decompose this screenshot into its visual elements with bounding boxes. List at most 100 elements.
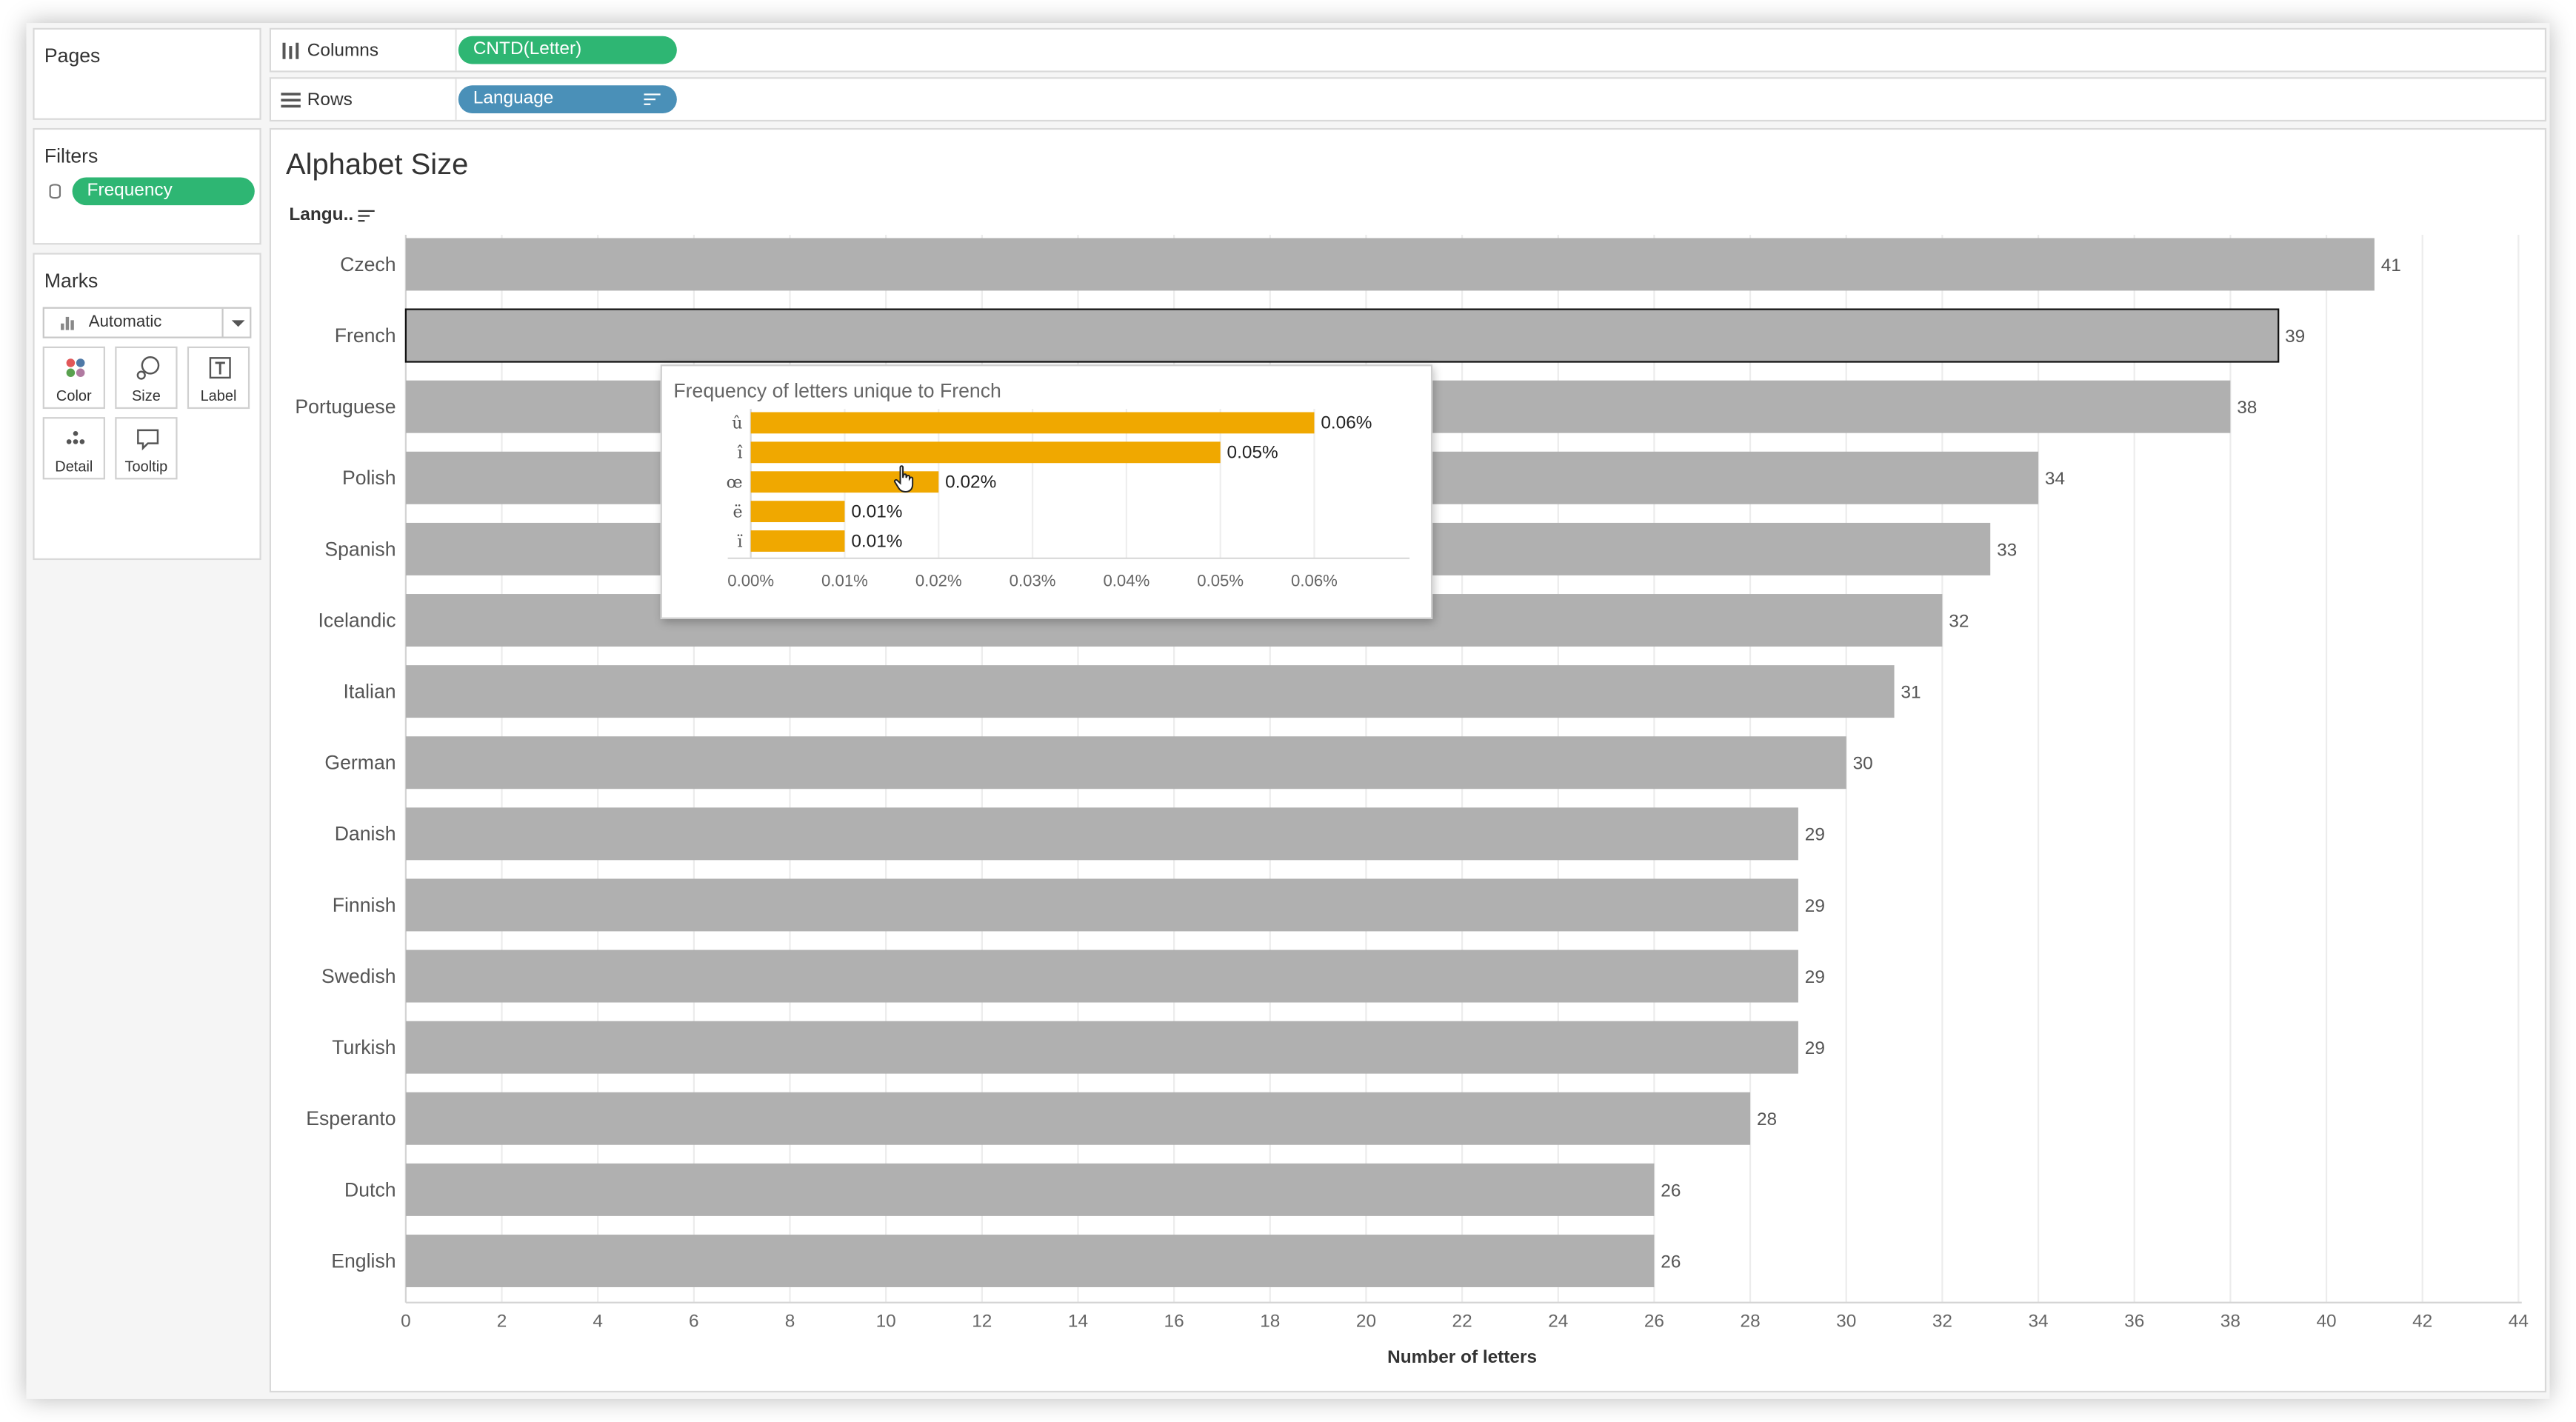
bar[interactable]	[405, 807, 1798, 861]
x-tick-label: 2	[497, 1311, 507, 1331]
category-label[interactable]: Spanish	[324, 538, 396, 560]
x-tick-label: 30	[1836, 1311, 1856, 1331]
language-pill-label: Language	[473, 88, 554, 109]
tooltip-x-tick: 0.03%	[1010, 572, 1056, 590]
x-tick-label: 0	[401, 1311, 411, 1331]
value-label: 30	[1853, 754, 1873, 774]
rows-shelf[interactable]: Rows Language	[269, 77, 2547, 122]
x-tick-label: 4	[593, 1311, 603, 1331]
rows-icon	[281, 93, 301, 108]
tooltip-value-label: 0.02%	[945, 472, 996, 492]
text-label-icon	[209, 357, 231, 379]
bar[interactable]	[404, 308, 2280, 363]
language-pill[interactable]: Language	[458, 85, 677, 113]
category-label[interactable]: German	[324, 752, 396, 774]
value-label: 31	[1901, 682, 1921, 702]
x-tick-label: 26	[1644, 1311, 1664, 1331]
x-tick-label: 6	[689, 1311, 699, 1331]
x-tick-label: 24	[1548, 1311, 1568, 1331]
tooltip-category-label: û	[732, 414, 742, 433]
mark-type-dropdown[interactable]: Automatic	[42, 307, 252, 338]
category-label[interactable]: Dutch	[344, 1178, 396, 1201]
x-tick-label: 16	[1164, 1311, 1184, 1331]
columns-shelf[interactable]: Columns CNTD(Letter)	[269, 27, 2547, 73]
tooltip-x-tick: 0.02%	[915, 572, 962, 590]
filters-card: Filters Frequency	[33, 127, 261, 245]
sort-descending-icon[interactable]	[358, 210, 375, 224]
alphabet-size-chart[interactable]: Czech 41 French 39 Portuguese 38 Polish 34 Spani…	[271, 130, 2548, 1394]
sort-descending-icon[interactable]	[644, 93, 661, 107]
frequency-filter-pill[interactable]: Frequency	[72, 177, 255, 206]
value-label: 32	[1949, 611, 1969, 631]
category-label[interactable]: Danish	[335, 823, 396, 845]
bar[interactable]	[405, 1021, 1798, 1074]
bar[interactable]	[405, 665, 1895, 718]
cntd-letter-pill[interactable]: CNTD(Letter)	[458, 36, 677, 64]
tooltip-button-label: Tooltip	[124, 458, 168, 475]
category-label[interactable]: Swedish	[321, 965, 396, 987]
row-header-language[interactable]: Langu..	[289, 205, 354, 225]
bar[interactable]	[405, 238, 2375, 291]
category-label[interactable]: English	[331, 1249, 396, 1272]
color-button[interactable]: Color	[42, 346, 105, 410]
tooltip-x-tick: 0.04%	[1103, 572, 1149, 590]
pages-title: Pages	[44, 44, 101, 67]
x-tick-label: 14	[1068, 1311, 1088, 1331]
value-label: 33	[1997, 540, 2017, 560]
mark-type-label: Automatic	[88, 313, 162, 332]
x-tick-label: 44	[2509, 1311, 2529, 1331]
tooltip-value-label: 0.05%	[1227, 443, 1278, 463]
category-label[interactable]: Portuguese	[295, 395, 396, 418]
color-button-label: Color	[56, 387, 92, 404]
tooltip-bar	[750, 501, 845, 523]
rows-label: Rows	[307, 90, 353, 110]
category-label[interactable]: Czech	[340, 253, 396, 276]
category-label[interactable]: Finnish	[333, 894, 396, 916]
label-button[interactable]: Label	[187, 346, 250, 410]
bar[interactable]	[405, 949, 1798, 1003]
tooltip-button[interactable]: Tooltip	[115, 417, 178, 480]
x-tick-label: 8	[785, 1311, 795, 1331]
category-label[interactable]: Italian	[344, 680, 396, 702]
value-label: 34	[2045, 469, 2065, 489]
pages-card[interactable]: Pages	[33, 27, 261, 120]
size-button-label: Size	[131, 387, 161, 404]
size-button[interactable]: Size	[115, 346, 178, 410]
bar[interactable]	[405, 1163, 1655, 1216]
color-icon	[66, 358, 85, 378]
x-tick-label: 40	[2316, 1311, 2336, 1331]
tooltip-category-label: ë	[733, 502, 742, 521]
category-label[interactable]: Polish	[342, 467, 396, 489]
x-tick-label: 34	[2028, 1311, 2048, 1331]
x-tick-label: 18	[1260, 1311, 1280, 1331]
tooltip-x-tick: 0.00%	[727, 572, 774, 590]
filters-title: Filters	[44, 144, 99, 168]
category-label[interactable]: Icelandic	[318, 609, 396, 631]
category-label[interactable]: Turkish	[332, 1036, 396, 1058]
tooltip-category-label: î	[737, 444, 742, 463]
category-label[interactable]: French	[335, 324, 396, 347]
x-tick-label: 42	[2412, 1311, 2432, 1331]
chevron-down-icon[interactable]	[221, 308, 250, 337]
shelf-divider	[455, 79, 457, 120]
tooltip-popup: Frequency of letters unique to French û 0…	[660, 364, 1433, 619]
tooltip-bar	[750, 412, 1315, 434]
x-tick-label: 12	[972, 1311, 992, 1331]
category-label[interactable]: Esperanto	[306, 1107, 396, 1129]
bar[interactable]	[405, 1092, 1751, 1145]
tooltip-gridlines	[750, 409, 1315, 558]
bar[interactable]	[405, 736, 1846, 790]
tooltip-x-tick: 0.06%	[1291, 572, 1338, 590]
x-tick-label: 20	[1356, 1311, 1376, 1331]
marks-card: Marks Automatic Color	[33, 253, 261, 561]
bar[interactable]	[405, 878, 1798, 932]
chart-view[interactable]: Alphabet Size Langu.. Czech 41 French 39 Por…	[269, 127, 2548, 1394]
bar[interactable]	[405, 1235, 1655, 1287]
detail-button[interactable]: Detail	[42, 417, 105, 480]
tooltip-category-label: ï	[737, 532, 742, 551]
tooltip-x-tick: 0.05%	[1197, 572, 1244, 590]
detail-button-label: Detail	[55, 458, 93, 475]
bar-chart-icon	[61, 316, 77, 330]
tooltip-value-label: 0.01%	[851, 501, 902, 521]
